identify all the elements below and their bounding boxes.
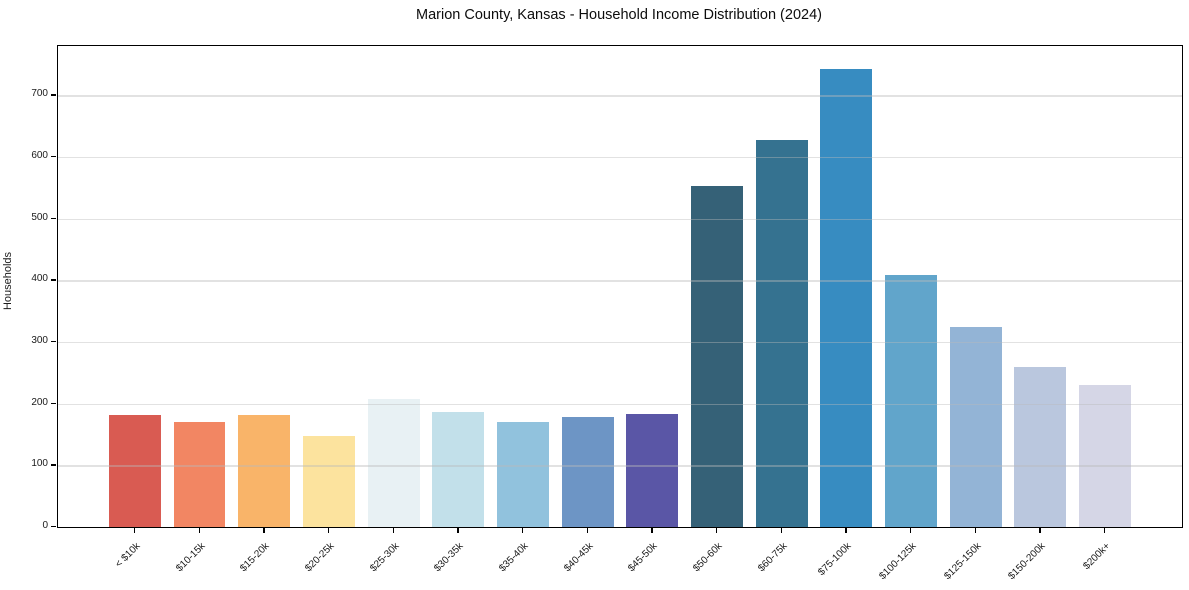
x-tick-mark: [392, 528, 395, 533]
bar-$30-35k: [432, 412, 485, 527]
y-tick-label: 0: [42, 520, 48, 531]
x-tick-mark: [1039, 528, 1041, 533]
x-tick-mark: [1104, 528, 1106, 533]
gridline-700: [58, 95, 1182, 97]
x-tick-mark: [327, 528, 330, 533]
bar-$200k+: [1079, 385, 1131, 527]
x-tick-label: $40-45k: [561, 540, 596, 575]
gridline-400: [58, 280, 1182, 282]
chart-title: Marion County, Kansas - Household Income…: [416, 7, 822, 23]
bar-$150-200k: [1014, 367, 1067, 527]
x-tick-label: $100-125k: [877, 540, 919, 582]
y-tick-mark: [51, 217, 56, 220]
y-tick-mark: [51, 526, 56, 528]
bar-$45-50k: [626, 414, 679, 527]
bar-$20-25k: [303, 435, 355, 527]
x-tick-mark: [521, 528, 524, 533]
x-tick-mark: [457, 528, 459, 533]
x-tick-mark: [133, 528, 136, 533]
x-tick-mark: [716, 528, 718, 533]
bar-$25-30k: [367, 399, 420, 527]
y-tick-mark: [51, 402, 56, 405]
x-tick-label: $60-75k: [755, 540, 790, 575]
x-tick-label: $50-60k: [691, 540, 725, 575]
bar-$35-40k: [497, 422, 549, 527]
plot-area: [57, 45, 1183, 528]
gridline-500: [58, 218, 1182, 221]
y-tick-mark: [51, 279, 56, 281]
x-tick-label: $25-30k: [367, 540, 402, 575]
x-tick-label: $125-150k: [942, 540, 984, 582]
y-tick-mark: [51, 156, 56, 158]
x-tick-mark: [198, 528, 201, 533]
x-tick-mark: [651, 528, 653, 533]
gridline-200: [58, 403, 1182, 406]
y-tick-label: 600: [31, 150, 48, 161]
bar-$10-15k: [173, 422, 226, 527]
y-tick-label: 300: [31, 335, 48, 346]
bar-< $10k: [109, 414, 161, 527]
x-tick-label: $75-100k: [816, 540, 854, 579]
x-tick-mark: [974, 528, 977, 533]
bar-$50-60k: [691, 185, 743, 527]
y-tick-mark: [51, 341, 56, 343]
x-tick-mark: [780, 528, 783, 533]
gridline-100: [58, 465, 1182, 467]
bar-$60-75k: [755, 139, 808, 527]
bar-$125-150k: [949, 326, 1002, 527]
bar-$75-100k: [820, 68, 873, 527]
y-tick-mark: [51, 94, 56, 96]
bar-$40-45k: [561, 417, 614, 527]
x-tick-label: $15-20k: [238, 540, 272, 575]
x-tick-label: $30-35k: [432, 540, 466, 575]
x-tick-label: $150-200k: [1006, 540, 1048, 582]
y-tick-label: 400: [31, 273, 48, 285]
x-tick-mark: [586, 528, 589, 533]
x-tick-label: $35-40k: [497, 540, 531, 575]
y-tick-label: 200: [31, 396, 48, 408]
x-tick-mark: [263, 528, 265, 533]
y-tick-label: 100: [31, 458, 48, 470]
bar-$15-20k: [238, 414, 291, 527]
bar-$100-125k: [885, 275, 937, 527]
gridline-300: [58, 342, 1182, 344]
gridline-600: [58, 157, 1182, 159]
y-tick-label: 500: [31, 211, 48, 223]
x-tick-label: $200k+: [1081, 540, 1113, 572]
x-tick-label: < $10k: [113, 540, 143, 570]
x-tick-label: $45-50k: [626, 540, 660, 575]
x-tick-label: $10-15k: [173, 540, 208, 575]
x-tick-label: $20-25k: [303, 540, 337, 575]
x-tick-mark: [910, 528, 912, 533]
x-tick-mark: [845, 528, 847, 533]
y-tick-mark: [51, 464, 56, 466]
y-tick-label: 700: [31, 88, 48, 100]
